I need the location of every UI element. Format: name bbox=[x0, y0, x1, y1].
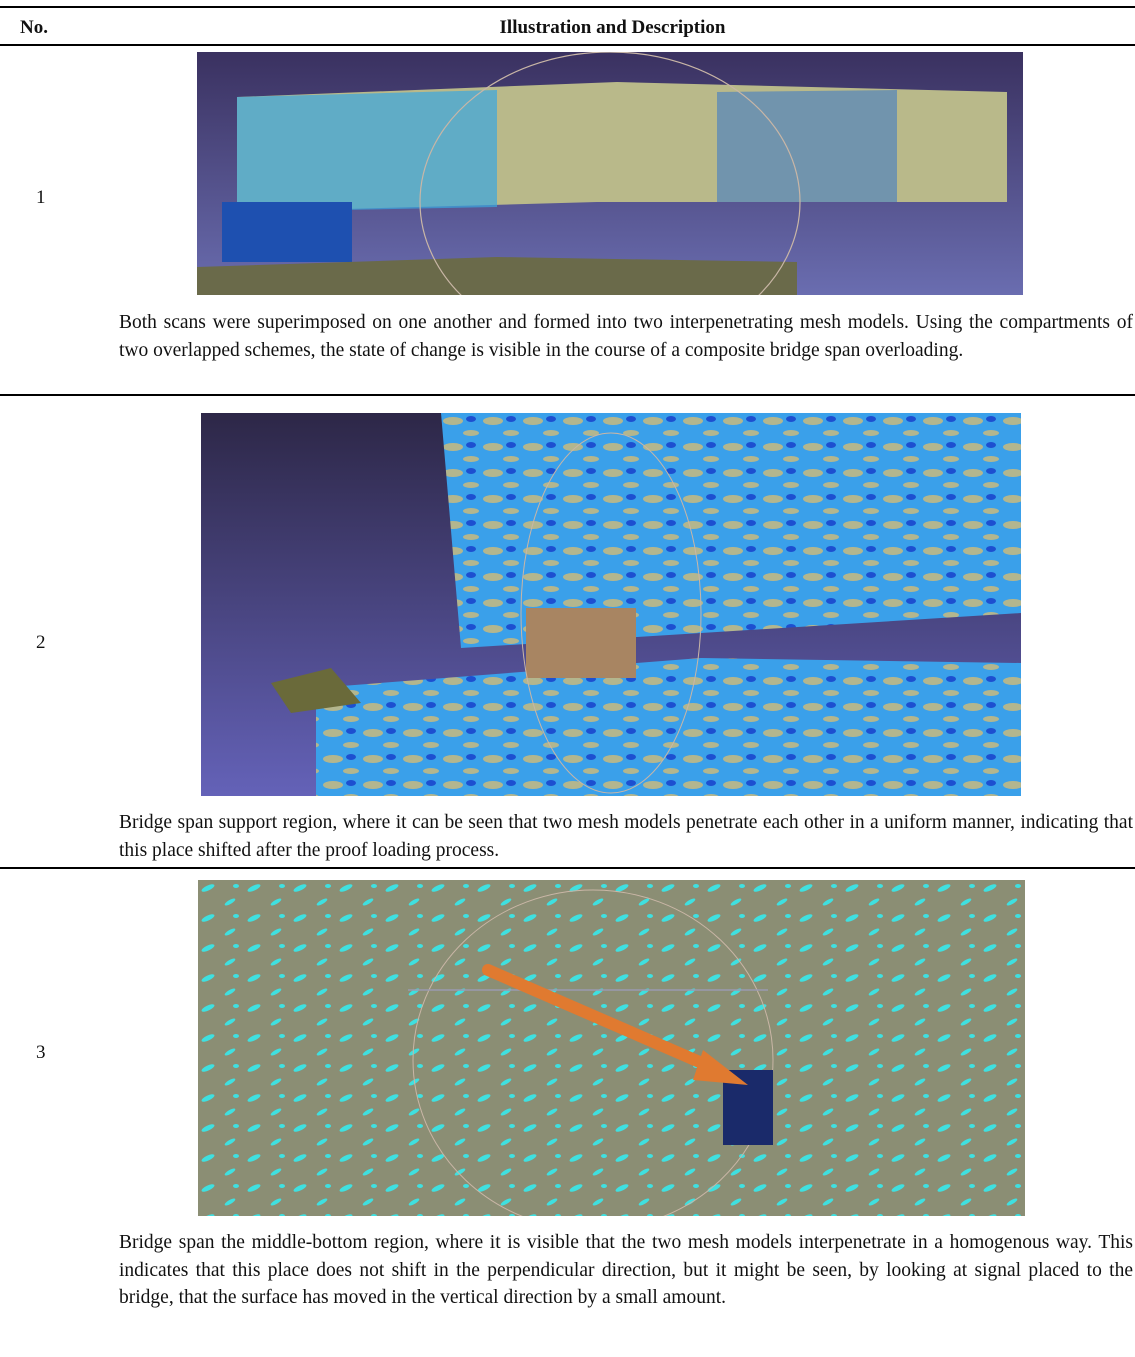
row-description: Bridge span support region, where it can… bbox=[119, 812, 1133, 861]
column-header: No. bbox=[20, 17, 48, 38]
scan-image bbox=[197, 52, 1023, 295]
header-rule bbox=[0, 44, 1135, 46]
scan-image bbox=[198, 880, 1025, 1216]
top-rule bbox=[0, 6, 1135, 8]
column-header: Illustration and Description bbox=[499, 17, 726, 38]
row-description: Bridge span the middle-bottom region, wh… bbox=[119, 1232, 1133, 1308]
row-rule bbox=[0, 394, 1135, 396]
row-description: Both scans were superimposed on one anot… bbox=[119, 312, 1133, 361]
row-rule bbox=[0, 867, 1135, 869]
row-number: 3 bbox=[36, 1042, 46, 1063]
row-number: 1 bbox=[36, 187, 46, 208]
scan-image bbox=[201, 413, 1021, 796]
row-number: 2 bbox=[36, 632, 46, 653]
